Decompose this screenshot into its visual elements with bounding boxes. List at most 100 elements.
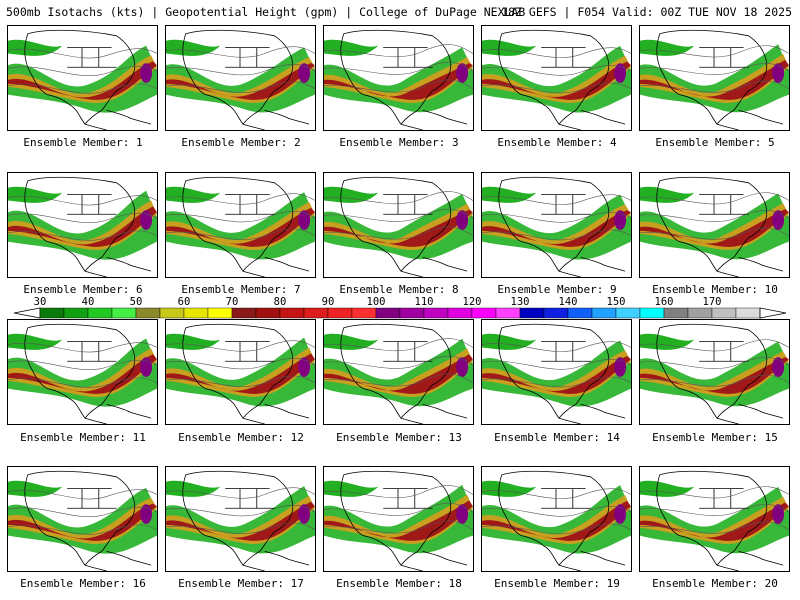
colorbar-tick-label: 100 [366, 296, 386, 308]
jet-stream-bands [166, 39, 315, 113]
ensemble-map [640, 470, 789, 571]
colorbar-tick-label: 160 [654, 296, 674, 308]
ensemble-member-label: Ensemble Member: 10 [652, 283, 778, 296]
colorbar-swatch [327, 307, 353, 319]
jet-stream-bands [8, 39, 157, 113]
jet-stream-bands [8, 333, 157, 407]
ensemble-map-panel [481, 466, 632, 572]
coastline [498, 323, 626, 424]
ensemble-map [8, 470, 157, 571]
height-contours [640, 192, 789, 240]
colorbar: 30 40 50 60 70 80 90 100 110 120 130 140 150 160 170 [0, 296, 800, 320]
coastline [498, 29, 626, 130]
coastline [182, 470, 310, 571]
jet-stream-bands [482, 333, 631, 407]
ensemble-member-label: Ensemble Member: 20 [652, 577, 778, 590]
ensemble-member-label: Ensemble Member: 7 [181, 283, 301, 296]
coastline [24, 323, 152, 424]
colorbar-swatch [159, 307, 185, 319]
ensemble-map-panel [323, 319, 474, 425]
ensemble-map [482, 29, 631, 130]
ensemble-map-panel [639, 319, 790, 425]
ensemble-map-panel [481, 319, 632, 425]
height-contours [482, 47, 631, 94]
jet-stream-bands [640, 39, 789, 113]
ensemble-member-label: Ensemble Member: 19 [494, 577, 620, 590]
jet-stream-bands [482, 186, 631, 260]
coastline [24, 29, 152, 130]
colorbar-swatch [567, 307, 593, 319]
colorbar-swatch [687, 307, 713, 319]
jet-stream-bands [640, 480, 789, 554]
colorbar-swatch [471, 307, 497, 319]
jet-stream-bands [8, 480, 157, 554]
colorbar-swatch [639, 307, 665, 319]
height-contours [166, 46, 315, 93]
jet-stream-bands [324, 39, 473, 113]
colorbar-swatch [303, 307, 329, 319]
colorbar-tick-label: 60 [177, 296, 191, 308]
coastline [498, 176, 626, 277]
coastline [182, 323, 310, 424]
ensemble-member-label: Ensemble Member: 13 [336, 431, 462, 444]
colorbar-swatch [183, 307, 209, 319]
colorbar-min-arrow [13, 307, 41, 319]
colorbar-swatch [591, 307, 617, 319]
colorbar-tick-label: 40 [81, 296, 95, 308]
ensemble-member-label: Ensemble Member: 4 [497, 136, 617, 149]
colorbar-swatch [519, 307, 545, 319]
colorbar-swatch [615, 307, 641, 319]
ensemble-map-panel [7, 25, 158, 131]
jet-stream-bands [640, 333, 789, 407]
height-contours [166, 487, 315, 534]
ensemble-member-label: Ensemble Member: 3 [339, 136, 459, 149]
ensemble-map [482, 176, 631, 277]
ensemble-map-panel [639, 172, 790, 278]
ensemble-map [324, 176, 473, 277]
coastline [24, 176, 152, 277]
header-title: 500mb Isotachs (kts) | Geopotential Heig… [6, 5, 526, 19]
colorbar-swatch [375, 307, 401, 319]
height-contours [324, 191, 473, 240]
colorbar-scale [13, 307, 787, 319]
height-contours [8, 195, 157, 241]
ensemble-map-panel [323, 172, 474, 278]
colorbar-swatch [231, 307, 257, 319]
coastline [24, 470, 152, 571]
ensemble-map-panel [481, 25, 632, 131]
jet-stream-bands [166, 186, 315, 260]
ensemble-map [166, 29, 315, 130]
colorbar-tick-label: 50 [129, 296, 143, 308]
jet-stream-bands [324, 480, 473, 554]
ensemble-map [640, 176, 789, 277]
ensemble-map-panel [7, 319, 158, 425]
jet-stream-bands [166, 480, 315, 554]
ensemble-member-label: Ensemble Member: 2 [181, 136, 301, 149]
ensemble-member-label: Ensemble Member: 9 [497, 283, 617, 296]
ensemble-member-label: Ensemble Member: 11 [20, 431, 146, 444]
jet-stream-bands [482, 480, 631, 554]
ensemble-map [166, 176, 315, 277]
ensemble-map-panel [639, 25, 790, 131]
ensemble-member-label: Ensemble Member: 12 [178, 431, 304, 444]
colorbar-tick-label: 170 [702, 296, 722, 308]
colorbar-swatch [399, 307, 425, 319]
height-contours [640, 339, 789, 387]
colorbar-swatch [447, 307, 473, 319]
header-valid-time: 18Z GEFS | F054 Valid: 00Z TUE NOV 18 20… [501, 5, 792, 19]
jet-stream-bands [324, 186, 473, 260]
colorbar-tick-label: 120 [462, 296, 482, 308]
colorbar-tick-label: 70 [225, 296, 239, 308]
jet-stream-bands [640, 186, 789, 260]
colorbar-tick-label: 150 [606, 296, 626, 308]
height-contours [482, 341, 631, 388]
colorbar-swatch [423, 307, 449, 319]
ensemble-member-label: Ensemble Member: 15 [652, 431, 778, 444]
ensemble-map-panel [7, 172, 158, 278]
height-contours [482, 488, 631, 535]
colorbar-tick-label: 90 [321, 296, 335, 308]
ensemble-map-panel [165, 25, 316, 131]
ensemble-member-label: Ensemble Member: 16 [20, 577, 146, 590]
coastline [498, 470, 626, 571]
jet-stream-bands [482, 39, 631, 113]
